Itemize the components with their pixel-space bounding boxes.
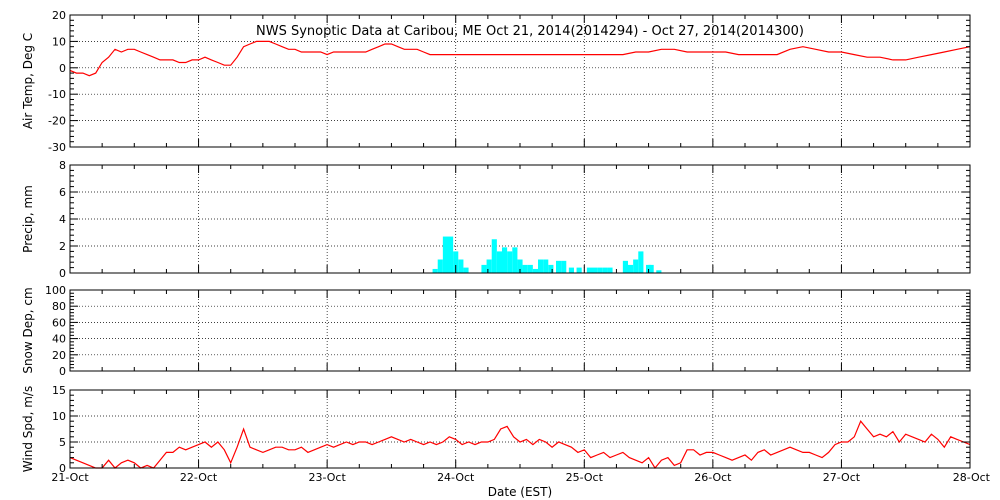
precip-bar xyxy=(633,259,639,273)
precip-bar xyxy=(463,267,469,273)
y-tick-label: 0 xyxy=(59,462,66,475)
y-tick-label: 60 xyxy=(52,316,66,329)
precip-bar xyxy=(507,251,513,273)
series-line-4 xyxy=(69,420,971,470)
y-axis-label: Precip, mm xyxy=(21,185,35,253)
precip-bar xyxy=(481,264,487,273)
y-tick-label: 8 xyxy=(59,159,66,172)
precip-bar xyxy=(442,236,448,273)
x-tick-label: 22-Oct xyxy=(180,471,218,484)
precip-bar xyxy=(548,264,554,273)
precip-bar xyxy=(491,239,497,273)
y-tick-label: 5 xyxy=(59,436,66,449)
y-tick-label: 6 xyxy=(59,186,66,199)
precip-bar xyxy=(597,267,603,273)
y-tick-label: -10 xyxy=(48,88,66,101)
precip-bar xyxy=(502,247,508,273)
precip-bar xyxy=(453,251,459,273)
y-tick-label: 0 xyxy=(59,62,66,75)
panel-3: 0 20 40 60 80 100 Snow Dep, cm xyxy=(21,284,971,378)
chart-title: NWS Synoptic Data at Caribou, ME Oct 21,… xyxy=(256,24,804,39)
precip-bar xyxy=(607,267,613,273)
y-axis-label: Air Temp, Deg C xyxy=(21,33,35,129)
y-tick-label: 20 xyxy=(52,9,66,22)
y-tick-label: 4 xyxy=(59,213,66,226)
precip-bar xyxy=(448,236,454,273)
precip-bar xyxy=(648,264,654,273)
y-tick-label: -30 xyxy=(48,141,66,154)
y-tick-label: 80 xyxy=(52,300,66,313)
precip-bar xyxy=(592,267,598,273)
y-tick-label: 10 xyxy=(52,410,66,423)
panel-4: 0 5 10 15 Wind Spd, m/s xyxy=(21,384,971,475)
precip-bar xyxy=(517,259,523,273)
y-tick-label: 0 xyxy=(59,365,66,378)
precip-bar xyxy=(496,251,502,273)
precip-bar xyxy=(527,264,533,273)
panel-1: -30 -20 -10 0 10 20 Air Temp, Deg C xyxy=(21,9,971,154)
x-tick-label: 26-Oct xyxy=(694,471,732,484)
y-tick-label: 40 xyxy=(52,333,66,346)
precip-bar xyxy=(556,260,562,273)
y-tick-label: -20 xyxy=(48,115,66,128)
precip-bar xyxy=(586,267,592,273)
y-tick-label: 0 xyxy=(59,267,66,280)
y-axis-label: Snow Dep, cm xyxy=(21,287,35,373)
x-axis-label: Date (EST) xyxy=(488,485,552,499)
x-tick-label: 25-Oct xyxy=(566,471,604,484)
precip-bar xyxy=(543,259,549,273)
x-tick-label: 28-Oct xyxy=(953,471,991,484)
y-tick-label: 10 xyxy=(52,35,66,48)
precip-bar xyxy=(522,264,528,273)
precip-bar xyxy=(532,268,538,273)
y-tick-label: 15 xyxy=(52,384,66,397)
y-tick-label: 2 xyxy=(59,240,66,253)
precip-bar xyxy=(512,247,518,273)
precip-bar xyxy=(561,260,567,273)
chart-panels: -30 -20 -10 0 10 20 Air Temp, Deg C 0 2 4 6 8 Precip… xyxy=(21,9,991,484)
precip-bar xyxy=(568,267,574,273)
precip-bar xyxy=(602,267,608,273)
x-tick-label: 21-Oct xyxy=(51,471,89,484)
precip-bar xyxy=(538,259,544,273)
precip-bar xyxy=(486,259,492,273)
y-tick-label: 20 xyxy=(52,349,66,362)
precip-bar xyxy=(628,264,634,273)
precip-bar xyxy=(638,251,644,273)
y-axis-label: Wind Spd, m/s xyxy=(21,386,35,472)
precip-bar xyxy=(622,260,628,273)
x-tick-label: 24-Oct xyxy=(437,471,475,484)
y-tick-label: 100 xyxy=(45,284,66,297)
precip-bar xyxy=(656,270,662,273)
series-line-1 xyxy=(69,40,971,77)
precip-bar xyxy=(458,259,464,273)
panel-2: 0 2 4 6 8 Precip, mm xyxy=(21,159,971,280)
precip-bar xyxy=(437,259,443,273)
x-tick-label: 23-Oct xyxy=(308,471,346,484)
precip-bar xyxy=(432,268,438,273)
precip-bar xyxy=(576,267,582,273)
x-tick-label: 27-Oct xyxy=(823,471,861,484)
